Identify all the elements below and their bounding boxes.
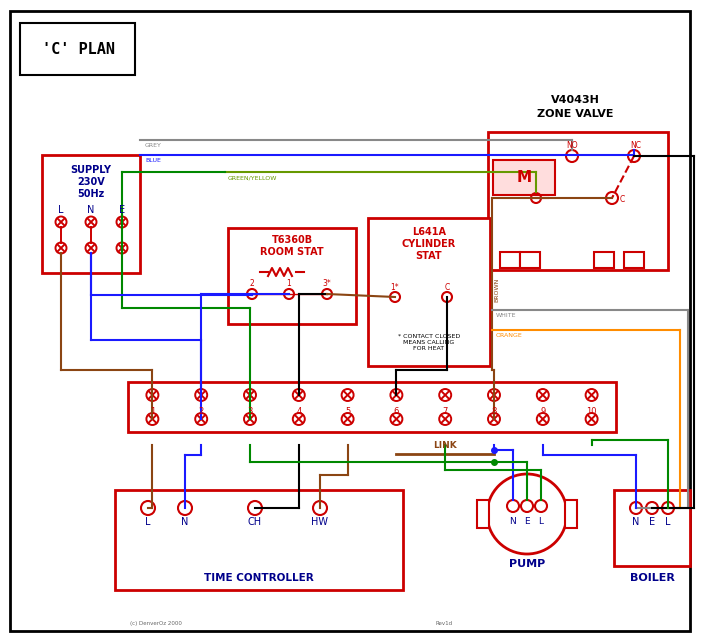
Text: N: N: [87, 205, 95, 215]
Text: C: C: [444, 283, 449, 292]
FancyBboxPatch shape: [500, 252, 520, 268]
Text: L: L: [58, 205, 64, 215]
Text: STAT: STAT: [416, 251, 442, 261]
Text: 2: 2: [199, 408, 204, 417]
Text: 10: 10: [586, 408, 597, 417]
Text: L641A: L641A: [412, 227, 446, 237]
FancyBboxPatch shape: [368, 218, 490, 366]
Text: TIME CONTROLLER: TIME CONTROLLER: [204, 573, 314, 583]
Text: Rev1d: Rev1d: [435, 621, 452, 626]
Text: 7: 7: [442, 408, 448, 417]
Text: CH: CH: [248, 517, 262, 527]
Text: NO: NO: [567, 140, 578, 149]
FancyBboxPatch shape: [594, 252, 614, 268]
Text: GREY: GREY: [145, 143, 162, 148]
Text: 6: 6: [394, 408, 399, 417]
Text: NC: NC: [630, 140, 642, 149]
Text: 1: 1: [150, 408, 155, 417]
Text: 4: 4: [296, 408, 301, 417]
FancyBboxPatch shape: [228, 228, 356, 324]
Text: 230V: 230V: [77, 177, 105, 187]
Text: 8: 8: [491, 408, 497, 417]
FancyBboxPatch shape: [520, 252, 540, 268]
Text: 50Hz: 50Hz: [77, 189, 105, 199]
Text: 'C' PLAN: 'C' PLAN: [41, 42, 114, 58]
Text: (c) DenverOz 2000: (c) DenverOz 2000: [130, 621, 182, 626]
Text: GREEN/YELLOW: GREEN/YELLOW: [228, 175, 277, 180]
Text: SUPPLY: SUPPLY: [70, 165, 112, 175]
FancyBboxPatch shape: [624, 252, 644, 268]
Text: ORANGE: ORANGE: [496, 333, 523, 338]
Text: 1: 1: [286, 279, 291, 288]
Text: M: M: [517, 171, 531, 185]
Text: CYLINDER: CYLINDER: [402, 239, 456, 249]
Text: N: N: [633, 517, 640, 527]
Text: BLUE: BLUE: [145, 158, 161, 163]
FancyBboxPatch shape: [565, 500, 577, 528]
Text: 5: 5: [345, 408, 350, 417]
FancyBboxPatch shape: [20, 23, 135, 75]
FancyBboxPatch shape: [493, 160, 555, 195]
FancyBboxPatch shape: [128, 382, 616, 432]
Text: WHITE: WHITE: [496, 313, 517, 318]
Text: BOILER: BOILER: [630, 573, 675, 583]
Text: 9: 9: [540, 408, 545, 417]
Text: N: N: [181, 517, 189, 527]
Text: N: N: [510, 517, 517, 526]
Text: E: E: [119, 205, 125, 215]
Text: L: L: [145, 517, 151, 527]
Text: * CONTACT CLOSED
MEANS CALLING
FOR HEAT: * CONTACT CLOSED MEANS CALLING FOR HEAT: [398, 334, 460, 351]
Text: LINK: LINK: [433, 442, 457, 451]
Text: L: L: [665, 517, 670, 527]
FancyBboxPatch shape: [42, 155, 140, 273]
Text: 1*: 1*: [391, 283, 399, 292]
Text: E: E: [649, 517, 655, 527]
Text: 3: 3: [247, 408, 253, 417]
FancyBboxPatch shape: [488, 132, 668, 270]
Text: E: E: [524, 517, 530, 526]
Text: BROWN: BROWN: [494, 278, 499, 302]
Text: C: C: [619, 196, 625, 204]
FancyBboxPatch shape: [10, 11, 690, 631]
FancyBboxPatch shape: [614, 490, 690, 566]
Text: V4043H: V4043H: [550, 95, 600, 105]
Text: HW: HW: [312, 517, 329, 527]
Text: T6360B: T6360B: [272, 235, 312, 245]
Text: PUMP: PUMP: [509, 559, 545, 569]
Text: L: L: [538, 517, 543, 526]
Text: 2: 2: [250, 279, 254, 288]
Text: ZONE VALVE: ZONE VALVE: [537, 109, 614, 119]
Text: ROOM STAT: ROOM STAT: [260, 247, 324, 257]
FancyBboxPatch shape: [477, 500, 489, 528]
Text: 3*: 3*: [323, 279, 331, 288]
FancyBboxPatch shape: [115, 490, 403, 590]
